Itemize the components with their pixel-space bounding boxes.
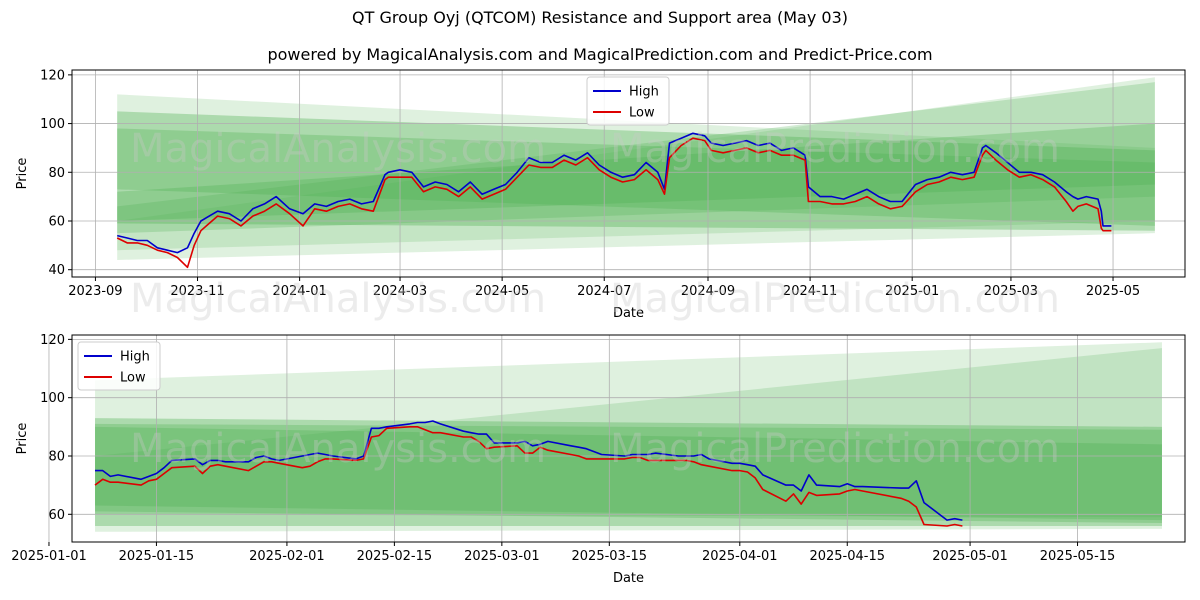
- x-tick-label: 2025-03: [984, 284, 1038, 299]
- y-axis-label: Price: [15, 423, 30, 455]
- x-tick-label: 2025-01-15: [119, 549, 195, 564]
- grid-lines: [72, 70, 1185, 277]
- legend: High Low: [77, 341, 161, 391]
- x-tick-label: 2024-05: [475, 284, 529, 299]
- watermark-text: MagicalPrediction.com: [610, 426, 1060, 472]
- x-tick-label: 2025-05: [1086, 284, 1140, 299]
- x-tick-label: 2025-05-15: [1040, 549, 1116, 564]
- x-tick-label: 2025-04-15: [809, 549, 885, 564]
- band-0: [117, 94, 1155, 260]
- y-tick-label: 60: [48, 508, 65, 523]
- band-1: [95, 418, 1162, 526]
- y-tick-label: 80: [48, 166, 65, 181]
- y-tick-label: 120: [40, 333, 65, 348]
- band-2: [95, 423, 1162, 524]
- series-lines: [116, 132, 1112, 269]
- series-line-low: [94, 425, 963, 527]
- plot-frame: [71, 69, 1186, 278]
- top-chart-panel: 2023-09 2023-11 2024-01 2024-03 2024-05 2024-…: [15, 68, 1186, 322]
- x-tick-label: 2025-02-01: [249, 549, 325, 564]
- band-0: [95, 342, 1162, 532]
- bottom-chart-panel: 2025-01-01 2025-01-15 2025-02-01 2025-02-15…: [11, 333, 1186, 586]
- legend: High Low: [586, 76, 670, 126]
- watermark-text: MagicalPrediction.com: [610, 276, 1060, 322]
- x-tick-label: 2024-01: [272, 284, 326, 299]
- y-axis-label: Price: [15, 158, 30, 190]
- legend-label-low: Low: [120, 371, 146, 386]
- watermark-text: MagicalAnalysis.com: [130, 126, 546, 172]
- x-tick-label: 2023-11: [170, 284, 224, 299]
- y-tick-label: 60: [48, 214, 65, 229]
- x-tick-label: 2024-11: [783, 284, 837, 299]
- x-tick-label: 2025-04-01: [702, 549, 778, 564]
- chart-title: QT Group Oyj (QTCOM) Resistance and Supp…: [351, 8, 848, 27]
- series-lines: [94, 420, 963, 527]
- y-tick-label: 40: [48, 263, 65, 278]
- plot-frame: [71, 334, 1186, 543]
- x-tick-label: 2025-05-01: [932, 549, 1008, 564]
- series-line-high: [95, 420, 963, 521]
- y-tick-label: 80: [48, 449, 65, 464]
- support-resistance-bands: [95, 342, 1162, 532]
- x-tick-label: 2025-03-01: [464, 549, 540, 564]
- watermark-text: MagicalAnalysis.com: [130, 426, 546, 472]
- legend-label-high: High: [629, 85, 659, 100]
- y-tick-label: 100: [40, 117, 65, 132]
- y-tick-label: 120: [40, 68, 65, 83]
- x-tick-label: 2024-03: [373, 284, 427, 299]
- y-tick-label: 100: [40, 391, 65, 406]
- grid-lines: [48, 335, 1185, 542]
- chart-subtitle: powered by MagicalAnalysis.com and Magic…: [267, 45, 933, 64]
- watermark-text: MagicalPrediction.com: [610, 126, 1060, 172]
- x-axis-label: Date: [613, 306, 644, 321]
- tick-labels: 2025-01-01 2025-01-15 2025-02-01 2025-02-15…: [11, 333, 1115, 564]
- series-line-high: [117, 132, 1112, 254]
- legend-label-high: High: [120, 350, 150, 365]
- x-tick-label: 2025-03-15: [572, 549, 648, 564]
- legend-label-low: Low: [629, 106, 655, 121]
- x-tick-label: 2024-09: [681, 284, 735, 299]
- watermarks: MagicalAnalysis.com MagicalPrediction.com: [130, 426, 1060, 472]
- series-line-low: [116, 137, 1112, 269]
- watermark-text: MagicalAnalysis.com: [130, 276, 546, 322]
- x-tick-label: 2025-01-01: [11, 549, 87, 564]
- tick-labels: 2023-09 2023-11 2024-01 2024-03 2024-05 2024-…: [40, 68, 1140, 299]
- x-tick-label: 2024-07: [577, 284, 631, 299]
- x-tick-label: 2025-02-15: [357, 549, 433, 564]
- x-tick-label: 2025-01: [885, 284, 939, 299]
- x-tick-label: 2023-09: [68, 284, 122, 299]
- band-4: [95, 348, 1162, 518]
- x-axis-label: Date: [613, 571, 644, 586]
- watermarks: MagicalAnalysis.com MagicalPrediction.com…: [130, 126, 1060, 322]
